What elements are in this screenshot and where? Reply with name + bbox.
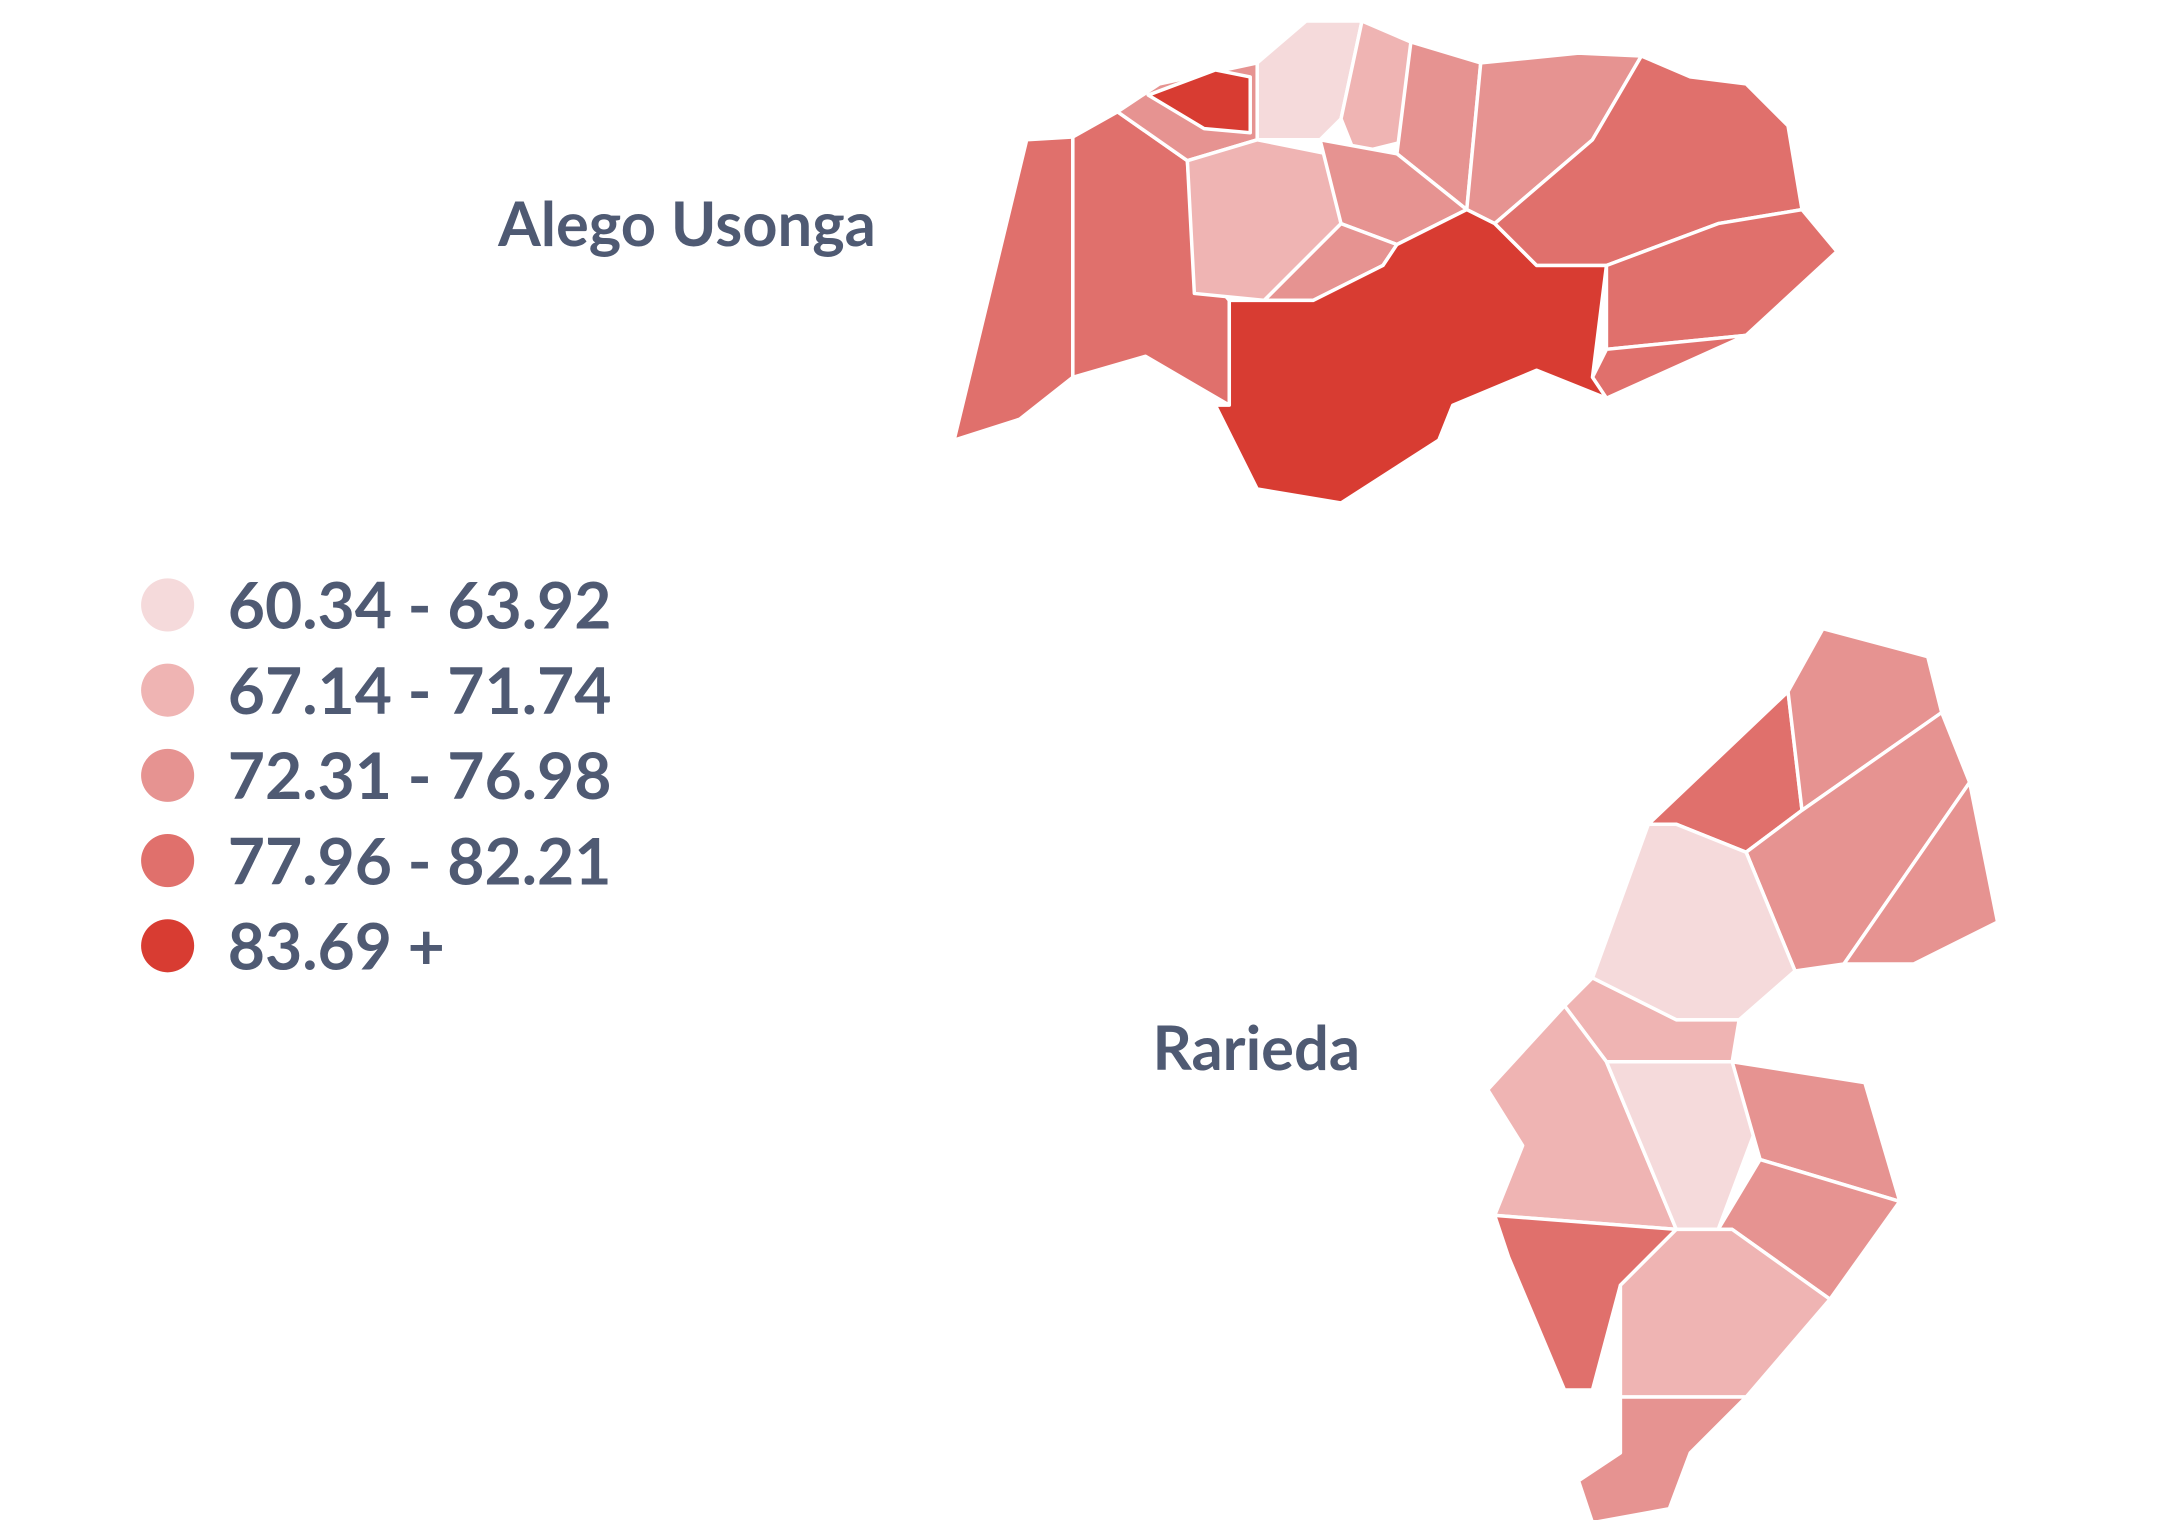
legend-swatch xyxy=(141,663,195,717)
regions xyxy=(952,19,2000,1520)
legend-swatch xyxy=(141,578,195,632)
legend-label: 83.69 + xyxy=(228,907,445,984)
legend-label: 67.14 - 71.74 xyxy=(228,651,612,728)
legend-label: 72.31 - 76.98 xyxy=(228,736,612,813)
region xyxy=(1576,1395,1748,1520)
region xyxy=(1786,626,1944,813)
region-label: Alego Usonga xyxy=(497,186,876,260)
region xyxy=(1842,780,2000,966)
legend-swatch xyxy=(141,748,195,802)
region xyxy=(952,135,1075,442)
legend-swatch xyxy=(141,834,195,888)
legend-label: 60.34 - 63.92 xyxy=(228,566,612,643)
region xyxy=(1604,1059,1762,1232)
legend: 60.34 - 63.92 67.14 - 71.74 72.31 - 76.98 7… xyxy=(141,566,612,984)
region xyxy=(1146,68,1252,135)
region xyxy=(1213,207,1609,505)
legend-swatch xyxy=(141,919,195,973)
legend-label: 77.96 - 82.21 xyxy=(228,821,612,898)
region-label: Rarieda xyxy=(1152,1010,1360,1084)
